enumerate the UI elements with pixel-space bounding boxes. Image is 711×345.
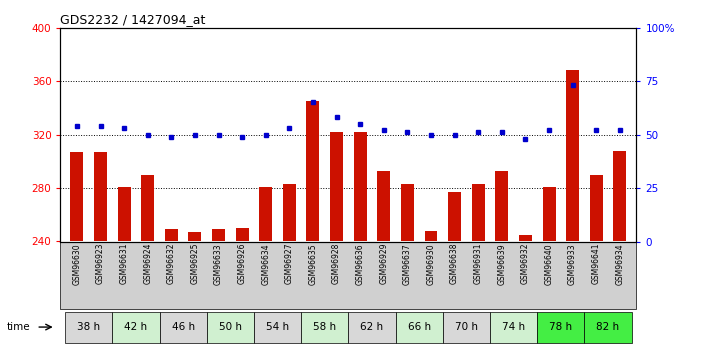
FancyBboxPatch shape [348,312,395,343]
Text: time: time [6,322,30,332]
FancyBboxPatch shape [112,312,159,343]
Bar [141,175,154,241]
Text: 46 h: 46 h [171,322,195,332]
Bar [353,132,367,241]
Bar [424,231,437,241]
FancyBboxPatch shape [159,312,207,343]
Text: 62 h: 62 h [360,322,383,332]
Text: GDS2232 / 1427094_at: GDS2232 / 1427094_at [60,13,205,27]
Bar [519,235,532,242]
Bar [330,132,343,241]
FancyBboxPatch shape [443,312,490,343]
Bar [496,171,508,242]
Bar [260,187,272,242]
Bar [235,228,249,242]
Text: 38 h: 38 h [77,322,100,332]
Bar [118,187,131,242]
Bar [94,152,107,242]
Text: 58 h: 58 h [314,322,336,332]
Bar [165,229,178,241]
Bar [212,229,225,241]
Bar [589,175,603,241]
Text: 54 h: 54 h [266,322,289,332]
Text: 78 h: 78 h [550,322,572,332]
Bar [401,184,414,242]
FancyBboxPatch shape [395,312,443,343]
FancyBboxPatch shape [490,312,538,343]
Bar [283,184,296,242]
Bar [306,101,319,242]
Text: 74 h: 74 h [502,322,525,332]
FancyBboxPatch shape [207,312,254,343]
Bar [542,187,555,242]
FancyBboxPatch shape [65,312,112,343]
Bar [471,184,485,242]
FancyBboxPatch shape [584,312,631,343]
Bar [378,171,390,242]
Bar [448,192,461,242]
Bar [614,150,626,241]
Text: 42 h: 42 h [124,322,147,332]
Text: 82 h: 82 h [597,322,619,332]
Bar [70,152,83,242]
Bar [566,70,579,242]
Text: 66 h: 66 h [407,322,431,332]
FancyBboxPatch shape [538,312,584,343]
FancyBboxPatch shape [254,312,301,343]
Text: 50 h: 50 h [219,322,242,332]
FancyBboxPatch shape [301,312,348,343]
Text: 70 h: 70 h [455,322,478,332]
Bar [188,232,201,241]
